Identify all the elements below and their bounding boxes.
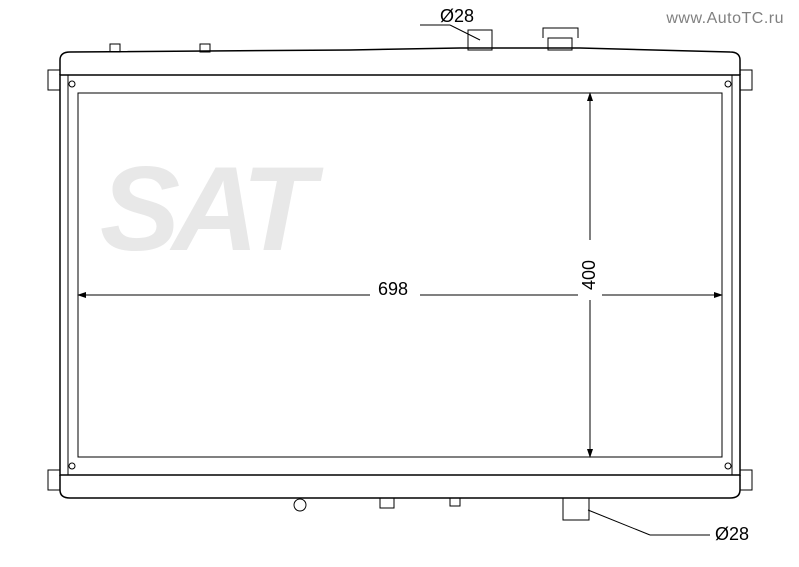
radiator-core — [60, 75, 740, 475]
radiator-top-tank — [48, 28, 752, 90]
radiator-bottom-tank — [48, 470, 752, 520]
width-label: 698 — [378, 279, 408, 299]
dimension-width: 698 — [78, 278, 722, 310]
bottom-port-label: Ø28 — [715, 524, 749, 544]
top-port-label: Ø28 — [440, 6, 474, 26]
height-label: 400 — [579, 260, 599, 290]
dimension-bottom-port: Ø28 — [588, 510, 749, 544]
technical-drawing-svg: 698 400 Ø28 Ø28 — [0, 0, 799, 567]
dimension-height: 400 — [575, 93, 605, 457]
diagram-container: www.AutoTC.ru SAT — [0, 0, 799, 567]
dimension-top-port: Ø28 — [420, 6, 480, 40]
